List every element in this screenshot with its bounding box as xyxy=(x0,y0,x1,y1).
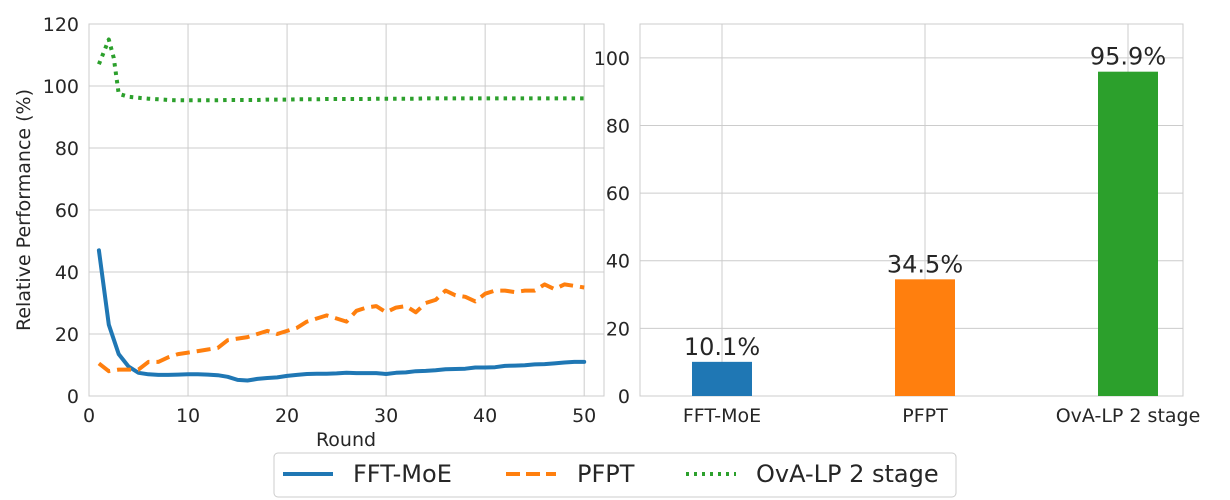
x-axis-label: Round xyxy=(316,429,376,451)
legend: FFT-MoE PFPT OvA-LP 2 stage xyxy=(273,452,957,498)
bar-chart-x-tick-label: PFPT xyxy=(902,405,948,427)
y-axis-label: Relative Performance (%) xyxy=(13,89,35,331)
bar-chart-y-ticks: 0 20 40 60 80 100 xyxy=(594,48,630,408)
line-chart-x-ticks: 0 10 20 30 40 50 xyxy=(83,405,596,427)
legend-label-pfpt: PFPT xyxy=(577,460,635,488)
bar-fft-moe xyxy=(692,361,752,396)
bar-pfpt xyxy=(895,279,955,396)
line-chart-series xyxy=(96,37,587,383)
line-chart-y-tick-label: 120 xyxy=(43,14,79,36)
line-chart-y-tick-label: 0 xyxy=(67,386,79,408)
line-chart-x-tick-label: 20 xyxy=(275,405,299,427)
line-chart-y-tick-label: 80 xyxy=(55,138,79,160)
bar-chart-y-tick-label: 60 xyxy=(606,183,630,205)
bar-ova-lp-2-stage xyxy=(1098,71,1158,396)
bar-chart-x-tick-label: OvA-LP 2 stage xyxy=(1056,405,1201,427)
line-chart-y-tick-label: 100 xyxy=(43,76,79,98)
bar-chart-data-labels: 10.1% 34.5% 95.9% xyxy=(684,43,1166,361)
line-chart-x-tick-label: 0 xyxy=(83,405,95,427)
line-chart-panel: 0 20 40 60 80 100 120 0 10 20 30 40 50 Round Relati… xyxy=(13,14,605,451)
bar-chart-panel: 0 20 40 60 80 100 FFT-MoE PFPT OvA-LP 2 stage 1… xyxy=(594,23,1200,427)
bar-data-label-ova-lp-2-stage: 95.9% xyxy=(1090,43,1166,71)
bar-chart-bars xyxy=(692,71,1158,396)
bar-data-label-fft-moe: 10.1% xyxy=(684,333,760,361)
line-chart-y-tick-label: 20 xyxy=(55,324,79,346)
line-chart-x-tick-label: 10 xyxy=(176,405,200,427)
bar-chart-y-tick-label: 100 xyxy=(594,48,630,70)
line-chart-x-tick-label: 30 xyxy=(374,405,398,427)
bar-chart-y-tick-label: 20 xyxy=(606,318,630,340)
legend-label-fft-moe: FFT-MoE xyxy=(353,460,452,488)
series-line-fft-moe xyxy=(96,248,587,383)
bar-chart-y-tick-label: 40 xyxy=(606,251,630,273)
line-chart-y-tick-label: 60 xyxy=(55,200,79,222)
line-chart-y-ticks: 0 20 40 60 80 100 120 xyxy=(43,14,79,408)
bar-chart-x-ticks: FFT-MoE PFPT OvA-LP 2 stage xyxy=(683,405,1200,427)
line-chart-y-tick-label: 40 xyxy=(55,262,79,284)
bar-chart-x-tick-label: FFT-MoE xyxy=(683,405,761,427)
line-chart-x-tick-label: 50 xyxy=(572,405,596,427)
bar-data-label-pfpt: 34.5% xyxy=(887,250,963,278)
bar-chart-y-tick-label: 0 xyxy=(618,386,630,408)
legend-label-ova-lp: OvA-LP 2 stage xyxy=(756,460,939,488)
bar-chart-y-tick-label: 80 xyxy=(606,115,630,137)
series-line-pfpt xyxy=(97,282,585,374)
legend-box xyxy=(273,452,957,498)
line-chart-x-tick-label: 40 xyxy=(473,405,497,427)
line-chart-gridlines xyxy=(88,23,604,397)
